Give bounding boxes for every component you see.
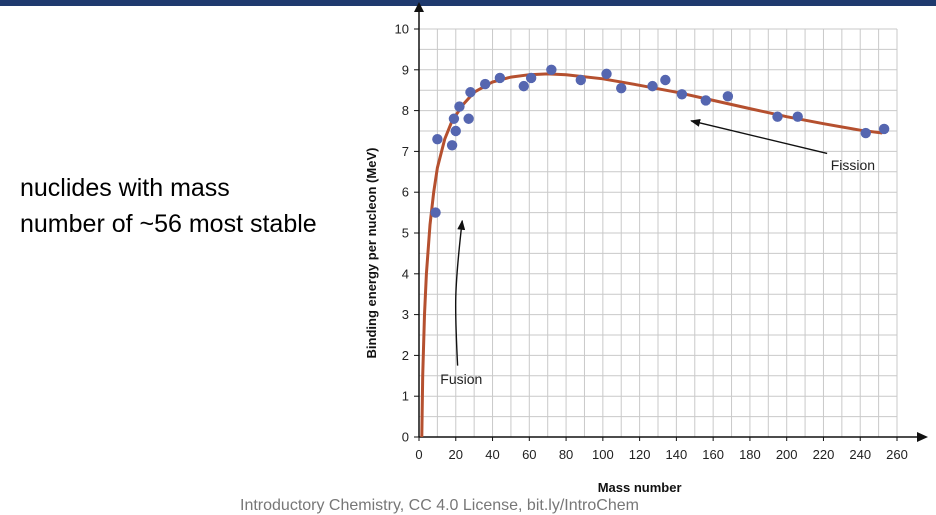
data-point <box>454 101 465 112</box>
x-tick-labels: 0 20 40 60 80 100 120 140 160 180 200 220 240 260 <box>415 447 907 462</box>
slide-footer-credit: Introductory Chemistry, CC 4.0 License, … <box>240 497 639 514</box>
annotations: Fusion Fission <box>440 119 875 387</box>
data-point <box>676 89 688 100</box>
x-tick-label: 200 <box>776 447 798 462</box>
x-axis-title: Mass number <box>598 480 682 495</box>
x-tick-label: 160 <box>702 447 724 462</box>
binding-energy-curve <box>420 72 883 438</box>
data-point <box>647 80 658 92</box>
y-tick-label: 0 <box>402 430 409 445</box>
chart-axes <box>414 2 928 442</box>
data-points <box>430 64 890 218</box>
data-point <box>525 72 537 84</box>
annotation-arrow <box>690 119 828 155</box>
data-point <box>860 127 871 139</box>
y-axis-title: Binding energy per nucleon (MeV) <box>364 148 379 359</box>
data-point <box>616 82 627 94</box>
data-point <box>546 64 557 76</box>
x-tick-label: 60 <box>522 447 536 462</box>
y-tick-label: 5 <box>402 226 409 241</box>
x-tick-label: 80 <box>559 447 573 462</box>
data-point <box>722 91 734 102</box>
data-point <box>575 74 586 86</box>
slide-side-text: nuclides with mass number of ~56 most st… <box>20 174 317 238</box>
data-point <box>448 113 460 124</box>
y-tick-labels: 0 1 2 3 4 5 6 7 8 9 10 <box>395 22 409 445</box>
x-tick-label: 120 <box>629 447 651 462</box>
x-tick-label: 260 <box>886 447 908 462</box>
x-tick-label: 100 <box>592 447 614 462</box>
y-tick-label: 3 <box>402 307 409 322</box>
data-point <box>465 87 476 98</box>
x-tick-label: 40 <box>485 447 499 462</box>
data-point <box>772 111 783 122</box>
x-axis-arrowhead <box>917 432 928 442</box>
y-tick-label: 4 <box>402 266 409 281</box>
annotation-label: Fusion <box>440 371 482 387</box>
data-point <box>601 68 612 80</box>
data-point <box>432 133 443 145</box>
data-point <box>450 125 461 137</box>
x-tick-label: 220 <box>813 447 835 462</box>
y-tick-label: 1 <box>402 389 409 404</box>
data-point <box>479 78 491 90</box>
x-tick-label: 20 <box>449 447 463 462</box>
data-point <box>700 95 711 106</box>
y-tick-label: 7 <box>402 144 409 159</box>
y-tick-label: 8 <box>402 103 409 118</box>
chart-grid <box>418 28 898 438</box>
y-axis-arrowhead <box>414 2 424 12</box>
x-tick-label: 0 <box>415 447 422 462</box>
top-accent-rule <box>0 0 936 6</box>
x-tick-label: 240 <box>849 447 871 462</box>
y-tick-label: 2 <box>402 348 409 363</box>
data-point <box>494 72 506 84</box>
data-point <box>430 207 441 218</box>
data-point <box>878 123 890 135</box>
y-tick-label: 10 <box>395 22 409 37</box>
data-point <box>463 113 474 124</box>
annotation-label: Fission <box>831 157 875 173</box>
annotation-arrow <box>454 219 466 366</box>
y-tick-label: 6 <box>402 185 409 200</box>
data-point <box>446 140 458 151</box>
x-tick-label: 140 <box>666 447 688 462</box>
data-point <box>518 80 529 92</box>
x-tick-label: 180 <box>739 447 761 462</box>
data-point <box>792 111 803 122</box>
data-point <box>660 74 671 86</box>
y-tick-label: 9 <box>402 62 409 77</box>
